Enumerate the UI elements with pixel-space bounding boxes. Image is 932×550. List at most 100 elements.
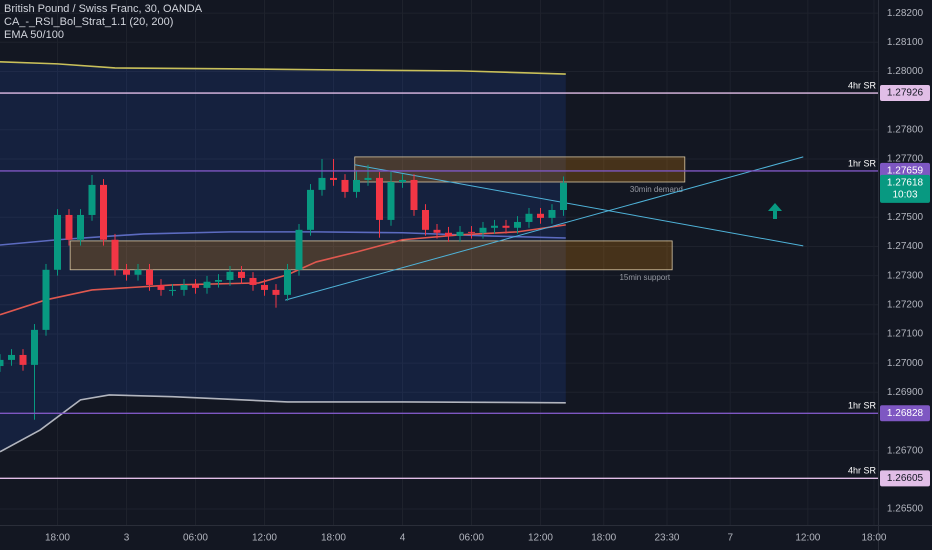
x-tick-label: 12:00 [528,533,553,544]
y-tick-label: 1.26900 [887,387,924,398]
x-tick-label: 12:00 [795,533,820,544]
y-tick-label: 1.27800 [887,124,924,135]
candle-body [65,214,73,240]
y-tick-label: 1.28100 [887,37,924,48]
x-tick-label: 4 [400,533,406,544]
candle-body [479,227,487,233]
candle-body [502,225,510,228]
sr-price-tag [880,85,930,102]
sr-price: 1.27926 [887,88,924,99]
candle-body [260,284,268,290]
y-tick-label: 1.27100 [887,329,924,340]
candle-body [375,177,383,220]
zone-label: 15min support [619,273,670,282]
up-arrow-icon [768,203,782,219]
candle-body [53,214,61,270]
candle-body [536,213,544,218]
candle-body [7,354,15,360]
candle-body [134,269,142,275]
candle-body [99,184,107,240]
candle-body [157,284,165,290]
candle-body [352,179,360,192]
y-tick-label: 1.26500 [887,504,924,515]
candle-body [214,280,222,282]
candle-body [341,179,349,192]
x-tick-label: 18:00 [591,533,616,544]
band-fill [0,61,566,452]
candle-body [88,184,96,215]
candle-body [168,289,176,291]
sr-price: 1.27659 [887,166,924,177]
x-tick-label: 18:00 [45,533,70,544]
candle-body [318,177,326,190]
candle-body [513,221,521,228]
candle-body [559,182,567,210]
chart-title: British Pound / Swiss Franc, 30, OANDA [4,3,203,15]
candle-body [30,329,38,365]
sr-price-tag [880,470,930,487]
sr-price-tag [880,405,930,422]
candle-body [249,277,257,285]
candle-body [203,281,211,288]
x-tick-label: 06:00 [459,533,484,544]
candle-body [306,189,314,230]
candle-body [283,269,291,295]
zone-label: 30min demand [630,185,683,194]
indicator-label: EMA 50/100 [4,29,64,41]
y-tick-label: 1.27200 [887,299,924,310]
current-price: 1.27618 [887,178,924,189]
sr-price: 1.26828 [887,408,924,419]
candle-body [433,229,441,233]
y-tick-label: 1.26700 [887,445,924,456]
candle-body [421,210,429,230]
zone [69,240,673,271]
x-tick-label: 18:00 [861,533,886,544]
candle-body [145,269,153,285]
trendline [354,164,804,247]
x-tick-label: 3 [124,533,130,544]
candle-body [237,271,245,278]
indicator-line [0,61,566,75]
sr-name: 4hr SR [848,466,877,476]
candle-body [295,229,303,270]
candle-body [525,213,533,222]
x-tick-label: 06:00 [183,533,208,544]
sr-name: 1hr SR [848,401,877,411]
countdown: 10:03 [892,190,917,201]
candle-body [226,271,234,280]
candle-body [467,231,475,233]
price-tag [880,174,930,203]
candle-body [548,210,556,218]
y-tick-label: 1.28000 [887,66,924,77]
candle-body [398,179,406,182]
x-tick-label: 12:00 [252,533,277,544]
candle-body [456,231,464,236]
candle-body [180,284,188,290]
y-tick-label: 1.27500 [887,212,924,223]
candle-body [490,225,498,228]
trendline [285,156,804,301]
x-tick-label: 23:30 [654,533,679,544]
x-tick-label: 18:00 [321,533,346,544]
candle-body [76,214,84,240]
indicator-label: CA_-_RSI_Bol_Strat_1.1 (20, 200) [4,16,173,28]
x-tick-label: 7 [727,533,733,544]
candle-body [0,359,4,367]
candle-body [387,182,395,220]
y-tick-label: 1.27300 [887,270,924,281]
zone [354,156,686,183]
sr-name: 1hr SR [848,158,877,168]
indicator-line [0,394,566,453]
candle-body [329,177,337,180]
candle-body [410,179,418,210]
candle-body [444,232,452,236]
y-tick-label: 1.27700 [887,154,924,165]
candle-body [272,289,280,295]
sr-name: 4hr SR [848,80,877,90]
candle-body [122,269,130,275]
candle-body [364,177,372,180]
